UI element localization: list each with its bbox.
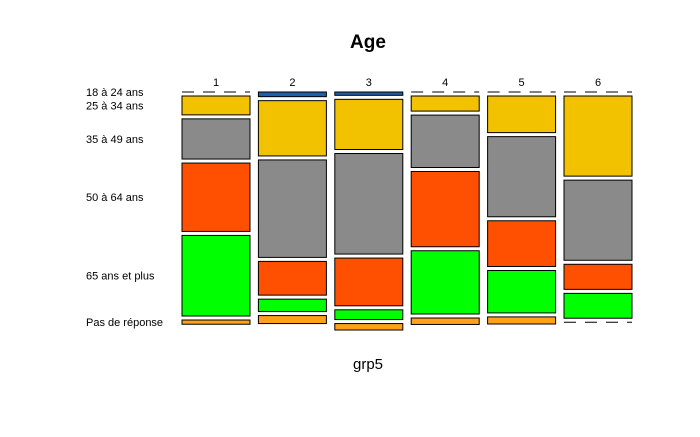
x-axis-label: grp5 (353, 356, 383, 373)
column-label-1: 1 (213, 77, 219, 89)
tile-1-pas-de-r-ponse (181, 319, 251, 325)
tile-1-50-64-ans (181, 162, 251, 232)
column-label-3: 3 (366, 77, 372, 89)
tile-5-25-34-ans (487, 95, 557, 134)
tile-6-50-64-ans (563, 263, 633, 290)
row-label-65-ans-et-plus: 65 ans et plus (86, 271, 155, 283)
tile-2-50-64-ans (257, 260, 327, 296)
tile-2-65-ans-et-plus (257, 298, 327, 313)
tile-2-pas-de-r-ponse (257, 315, 327, 325)
tile-1-25-34-ans (181, 95, 251, 116)
chart-title: Age (350, 32, 386, 53)
tile-3-35-49-ans (334, 153, 404, 255)
column-label-4: 4 (442, 77, 448, 89)
tile-1-65-ans-et-plus (181, 234, 251, 317)
column-label-5: 5 (519, 77, 525, 89)
tile-6-65-ans-et-plus (563, 292, 633, 319)
tile-5-35-49-ans (487, 136, 557, 218)
tile-3-65-ans-et-plus (334, 309, 404, 321)
tile-2-25-34-ans (257, 100, 327, 157)
row-label-pas-de-r-ponse: Pas de réponse (86, 317, 163, 329)
tile-2-35-49-ans (257, 159, 327, 258)
tile-5-65-ans-et-plus (487, 270, 557, 314)
tile-3-18-24-ans (334, 91, 404, 96)
tile-3-25-34-ans (334, 98, 404, 151)
tile-2-18-24-ans (257, 91, 327, 98)
tile-4-50-64-ans (410, 170, 480, 248)
tile-4-25-34-ans (410, 95, 480, 112)
tile-3-50-64-ans (334, 257, 404, 307)
tile-4-65-ans-et-plus (410, 250, 480, 315)
row-label-25-34-ans: 25 à 34 ans (86, 100, 144, 112)
tile-4-pas-de-r-ponse (410, 317, 480, 325)
row-label-18-24-ans: 18 à 24 ans (86, 87, 144, 99)
tile-4-35-49-ans (410, 114, 480, 168)
tile-5-50-64-ans (487, 220, 557, 268)
tile-6-25-34-ans (563, 95, 633, 177)
tile-5-pas-de-r-ponse (487, 316, 557, 325)
tile-3-pas-de-r-ponse (334, 323, 404, 331)
row-label-35-49-ans: 35 à 49 ans (86, 134, 144, 146)
tile-1-35-49-ans (181, 118, 251, 160)
column-label-6: 6 (595, 77, 601, 89)
column-label-2: 2 (289, 77, 295, 89)
mosaic-tiles (181, 91, 633, 331)
tile-6-35-49-ans (563, 179, 633, 261)
row-label-50-64-ans: 50 à 64 ans (86, 192, 144, 204)
column-labels: 1 2 3 4 5 6 (213, 77, 601, 89)
